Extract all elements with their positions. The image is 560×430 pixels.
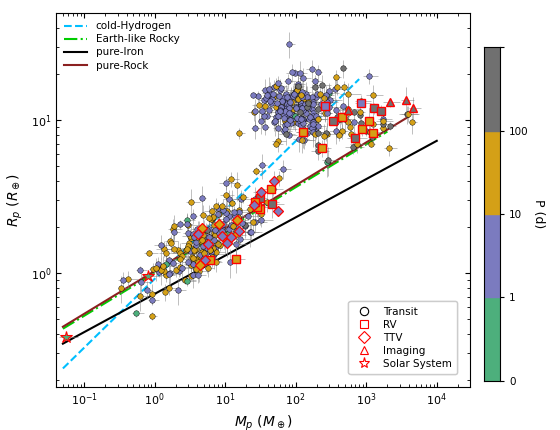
Bar [484,131,500,214]
X-axis label: $M_p$ ($M_\oplus$): $M_p$ ($M_\oplus$) [234,414,293,430]
Y-axis label: P (d): P (d) [533,199,545,229]
Bar [484,297,500,381]
Bar [484,47,500,131]
Y-axis label: $R_p$ ($R_\oplus$): $R_p$ ($R_\oplus$) [6,173,25,227]
Bar [484,214,500,297]
Legend: Transit, RV, TTV, Imaging, Solar System: Transit, RV, TTV, Imaging, Solar System [348,301,457,374]
